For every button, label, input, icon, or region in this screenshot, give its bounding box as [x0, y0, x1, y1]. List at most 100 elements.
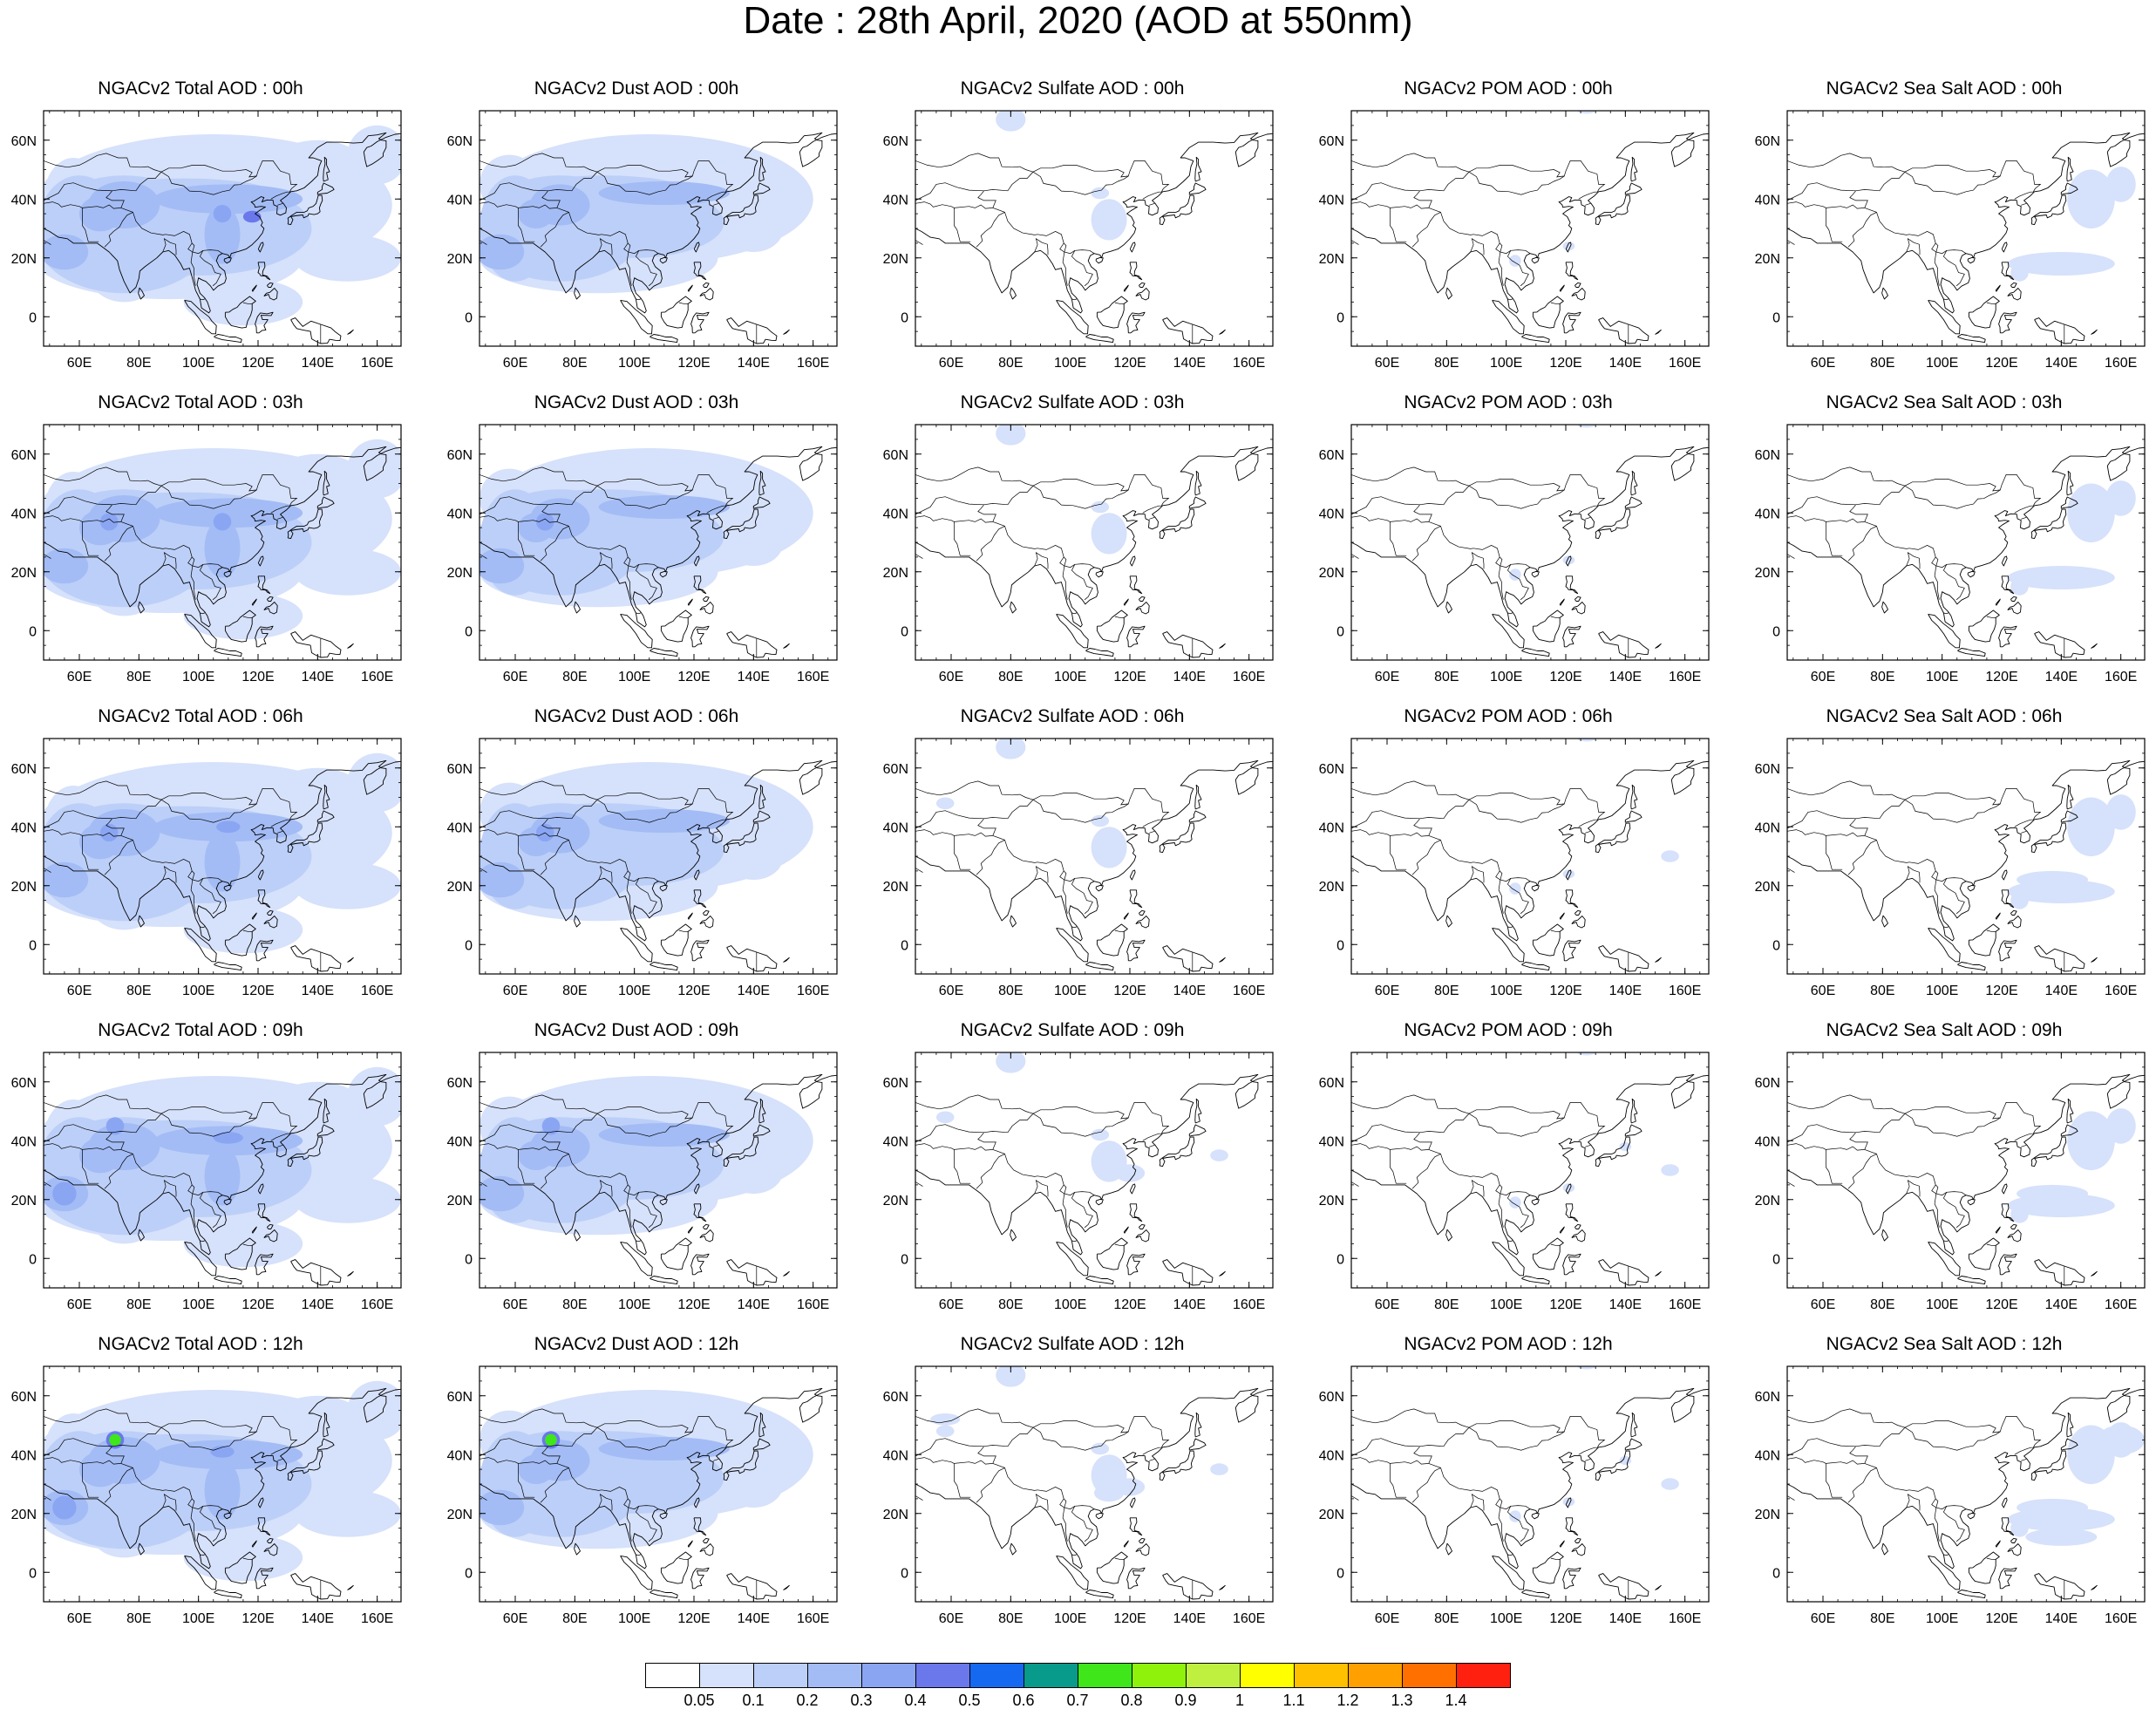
aod-field — [1787, 1052, 2145, 1288]
lon-tick-label: 140E — [302, 356, 334, 371]
lat-tick-label: 20N — [1755, 880, 1780, 895]
lon-tick-label: 60E — [67, 356, 92, 371]
map-panel-sea-salt-06h: NGACv2 Sea Salt AOD : 06h 60N 40N 20N 0 60E 80… — [1744, 706, 2156, 1004]
coastlines — [1351, 759, 1709, 972]
aod-region — [518, 1454, 554, 1484]
map-panel-dust-00h: NGACv2 Dust AOD : 00h 60N 40N 20N 0 60E 80E 100… — [436, 78, 863, 377]
map-panel-total-09h: NGACv2 Total AOD : 09h 60N 40N 20N 0 60E 80E 10… — [0, 1020, 427, 1318]
aod-field — [915, 1366, 1273, 1602]
colorbar-swatch — [699, 1663, 754, 1688]
colorbar-label: 0.9 — [1174, 1692, 1197, 1709]
lon-tick-label: 140E — [738, 984, 770, 998]
borders — [915, 780, 1194, 971]
lon-tick-label: 140E — [1609, 1611, 1642, 1626]
lon-tick-label: 160E — [797, 1611, 829, 1626]
colorbar-label: 0.7 — [1066, 1692, 1089, 1709]
aod-region — [210, 1446, 235, 1458]
lon-tick-label: 80E — [998, 1297, 1023, 1312]
aod-field — [915, 425, 1273, 660]
borders — [479, 780, 758, 971]
aod-region — [213, 205, 232, 223]
aod-region — [183, 906, 303, 954]
aod-region — [479, 234, 525, 270]
lon-tick-label: 80E — [1870, 356, 1894, 371]
aod-field — [1787, 425, 2145, 660]
lon-tick-label: 120E — [1113, 984, 1146, 998]
lon-tick-label: 60E — [503, 1297, 527, 1312]
lon-tick-label: 80E — [126, 984, 151, 998]
lat-tick-label: 60N — [1755, 448, 1780, 463]
aod-region — [2025, 1528, 2098, 1546]
lon-tick-label: 100E — [1490, 1611, 1522, 1626]
lon-tick-label: 100E — [618, 1297, 650, 1312]
aod-region — [1091, 814, 1110, 827]
lat-tick-label: 40N — [883, 193, 908, 208]
lon-tick-label: 120E — [1985, 670, 2017, 684]
lon-tick-label: 160E — [1233, 1297, 1265, 1312]
aod-region — [518, 199, 554, 228]
lon-tick-label: 80E — [562, 356, 587, 371]
map-panel-sulfate-09h: NGACv2 Sulfate AOD : 09h 60N 40N 20N 0 60E 80E… — [872, 1020, 1299, 1318]
coastlines — [915, 1073, 1273, 1286]
lat-tick-label: 60N — [11, 762, 37, 777]
lon-tick-label: 80E — [1870, 984, 1894, 998]
map-panel-sea-salt-00h: NGACv2 Sea Salt AOD : 00h 60N 40N 20N 0 60E 80… — [1744, 78, 2156, 377]
lon-tick-label: 160E — [361, 984, 393, 998]
aod-region — [228, 1446, 276, 1464]
lon-tick-label: 120E — [1549, 670, 1581, 684]
lat-tick-label: 0 — [1772, 624, 1780, 639]
map-panel-sulfate-12h: NGACv2 Sulfate AOD : 12h 60N 40N 20N 0 60E 80E… — [872, 1334, 1299, 1632]
aod-region — [724, 1460, 784, 1508]
lat-tick-label: 20N — [1319, 880, 1344, 895]
lon-tick-label: 80E — [1870, 1297, 1894, 1312]
lat-tick-label: 0 — [901, 310, 908, 325]
aod-region — [935, 1111, 955, 1124]
lon-tick-label: 60E — [67, 670, 92, 684]
map-plot: 60N 40N 20N 0 60E 80E 100E 120E 140E 160E — [883, 1365, 1274, 1626]
borders — [1787, 780, 2065, 971]
aod-region — [2017, 1498, 2089, 1517]
panel-title: NGACv2 Sulfate AOD : 06h — [960, 706, 1185, 726]
aod-region — [183, 1220, 303, 1268]
lat-tick-label: 0 — [1772, 310, 1780, 325]
aod-region — [2010, 891, 2029, 909]
borders — [915, 466, 1194, 657]
map-plot: 60N 40N 20N 0 60E 80E 100E 120E 140E 160E — [447, 1052, 838, 1312]
aod-field — [44, 739, 401, 974]
map-panel-dust-12h: NGACv2 Dust AOD : 12h 60N 40N 20N 0 60E 80E 100… — [436, 1334, 863, 1632]
lon-tick-label: 120E — [677, 1297, 710, 1312]
aod-region — [153, 184, 303, 214]
lat-tick-label: 60N — [447, 1390, 473, 1405]
map-plot: 60N 40N 20N 0 60E 80E 100E 120E 140E 160E — [1755, 1365, 2146, 1626]
aod-region — [109, 1433, 121, 1447]
aod-region — [1091, 1442, 1110, 1455]
lon-tick-label: 100E — [618, 670, 650, 684]
lat-tick-label: 60N — [1755, 762, 1780, 777]
aod-region — [2097, 1425, 2145, 1455]
coastlines — [479, 759, 837, 972]
colorbar-label: 0.8 — [1120, 1692, 1143, 1709]
aod-region — [213, 513, 232, 531]
lon-tick-label: 120E — [1985, 1297, 2017, 1312]
aod-region — [1210, 1463, 1228, 1475]
panel-title: NGACv2 POM AOD : 06h — [1404, 706, 1613, 726]
lon-tick-label: 120E — [1113, 670, 1146, 684]
lat-tick-label: 60N — [447, 1076, 473, 1091]
lon-tick-label: 60E — [503, 670, 527, 684]
borders — [1787, 466, 2065, 657]
aod-field — [479, 1366, 837, 1602]
lon-tick-label: 160E — [797, 1297, 829, 1312]
coastlines — [915, 132, 1273, 344]
lat-tick-label: 0 — [1336, 624, 1344, 639]
coastlines — [44, 446, 401, 658]
lat-tick-label: 40N — [1319, 507, 1344, 521]
lon-tick-label: 140E — [302, 670, 334, 684]
coastlines — [1787, 759, 2145, 972]
lat-tick-label: 60N — [1319, 134, 1344, 149]
aod-region — [479, 548, 525, 584]
colorbar-swatch — [1402, 1663, 1457, 1688]
coastlines — [1351, 1387, 1709, 1600]
colorbar-label: 1.1 — [1282, 1692, 1305, 1709]
coastlines — [1787, 446, 2145, 658]
lon-tick-label: 120E — [677, 356, 710, 371]
